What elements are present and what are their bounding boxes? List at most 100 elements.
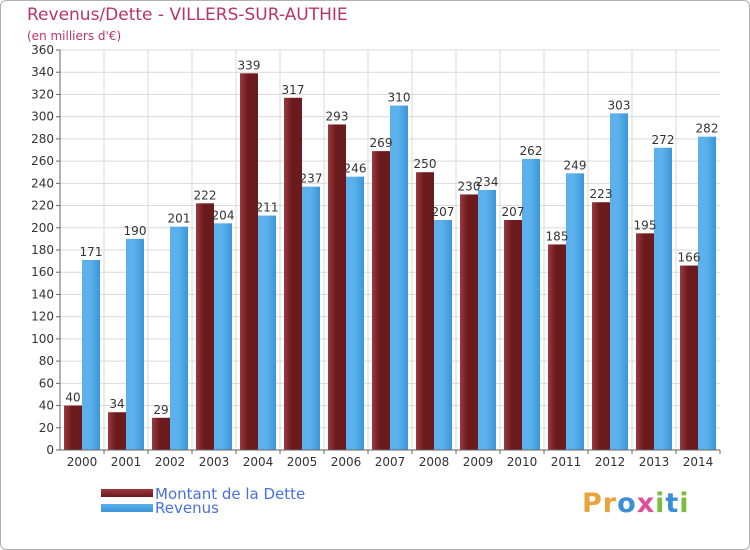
bar-debt-2006 (328, 124, 346, 450)
bar-revenue-2013 (654, 147, 672, 450)
bar-revenue-2001 (126, 238, 144, 450)
data-label-revenue-2002: 201 (168, 212, 191, 226)
bar-debt-2013 (636, 233, 654, 450)
bar-debt-2000 (64, 405, 82, 450)
x-tick-label: 2009 (463, 455, 494, 469)
logo-letter: i (679, 488, 690, 519)
data-label-debt-2006: 293 (326, 109, 349, 123)
data-label-debt-2004: 339 (238, 58, 261, 72)
data-label-revenue-2010: 262 (520, 144, 543, 158)
bar-debt-2001 (108, 412, 126, 450)
y-tick-label: 200 (31, 221, 54, 235)
x-tick-label: 2014 (683, 455, 714, 469)
bar-revenue-2010 (522, 158, 540, 450)
data-label-revenue-2014: 282 (696, 122, 719, 136)
bar-revenue-2006 (346, 176, 364, 450)
bar-debt-2012 (592, 202, 610, 450)
data-label-revenue-2007: 310 (388, 91, 411, 105)
bar-debt-2002 (152, 417, 170, 450)
data-label-debt-2012: 223 (590, 187, 613, 201)
logo-letter: i (655, 488, 666, 519)
y-tick-label: 340 (31, 65, 54, 79)
y-tick-label: 220 (31, 199, 54, 213)
y-tick-label: 80 (39, 354, 54, 368)
x-tick-label: 2011 (551, 455, 582, 469)
data-label-revenue-2009: 234 (476, 175, 499, 189)
data-label-revenue-2012: 303 (608, 98, 631, 112)
y-tick-label: 20 (39, 421, 54, 435)
bar-debt-2010 (504, 220, 522, 450)
x-tick-label: 2003 (199, 455, 230, 469)
data-label-revenue-2005: 237 (300, 172, 323, 186)
bar-revenue-2005 (302, 186, 320, 450)
y-tick-label: 0 (46, 443, 54, 457)
bar-debt-2005 (284, 97, 302, 451)
data-label-revenue-2000: 171 (80, 245, 103, 259)
y-tick-label: 360 (31, 43, 54, 57)
y-tick-label: 140 (31, 287, 54, 301)
data-label-debt-2008: 250 (414, 157, 437, 171)
data-label-revenue-2008: 207 (432, 205, 455, 219)
legend-revenue-label: Revenus (155, 499, 219, 517)
data-label-revenue-2001: 190 (124, 224, 147, 238)
x-tick-label: 2007 (375, 455, 406, 469)
x-tick-label: 2001 (111, 455, 142, 469)
legend-debt-swatch (101, 489, 153, 497)
data-label-debt-2000: 40 (65, 391, 80, 405)
logo-letter: r (602, 488, 618, 519)
data-label-debt-2014: 166 (678, 251, 701, 265)
logo-letter: o (617, 488, 637, 519)
data-label-revenue-2006: 246 (344, 162, 367, 176)
bar-revenue-2011 (566, 173, 584, 451)
logo-letter: t (665, 488, 680, 519)
logo-letter: x (636, 488, 656, 519)
bar-revenue-2014 (698, 136, 716, 450)
bar-revenue-2009 (478, 190, 496, 450)
data-label-debt-2005: 317 (282, 83, 305, 97)
bar-debt-2004 (240, 73, 258, 450)
y-tick-label: 160 (31, 265, 54, 279)
bar-revenue-2000 (82, 260, 100, 450)
y-tick-label: 40 (39, 399, 54, 413)
data-label-debt-2007: 269 (370, 136, 393, 150)
data-label-revenue-2013: 272 (652, 133, 675, 147)
bar-debt-2011 (548, 244, 566, 450)
bar-debt-2003 (196, 203, 214, 450)
x-tick-label: 2006 (331, 455, 362, 469)
x-tick-label: 2013 (639, 455, 670, 469)
chart-title: Revenus/Dette - VILLERS-SUR-AUTHIE (27, 5, 348, 25)
data-label-debt-2003: 222 (194, 188, 217, 202)
x-tick-label: 2004 (243, 455, 274, 469)
bar-revenue-2012 (610, 113, 628, 450)
y-tick-label: 260 (31, 154, 54, 168)
x-tick-label: 2005 (287, 455, 318, 469)
bar-debt-2014 (680, 265, 698, 450)
chart-subtitle: (en milliers d'€) (27, 29, 122, 43)
data-label-debt-2001: 34 (109, 397, 124, 411)
data-label-debt-2009: 230 (458, 179, 481, 193)
bar-debt-2009 (460, 194, 478, 450)
bar-revenue-2004 (258, 215, 276, 450)
data-label-revenue-2004: 211 (256, 201, 279, 215)
data-label-debt-2013: 195 (634, 218, 657, 232)
bar-revenue-2003 (214, 223, 232, 450)
y-tick-label: 320 (31, 87, 54, 101)
y-tick-label: 60 (39, 376, 54, 390)
bar-debt-2007 (372, 151, 390, 450)
logo-letter: P (582, 488, 603, 519)
x-tick-label: 2010 (507, 455, 538, 469)
x-tick-label: 2000 (67, 455, 98, 469)
bar-revenue-2008 (434, 220, 452, 450)
data-label-revenue-2011: 249 (564, 158, 587, 172)
x-tick-label: 2008 (419, 455, 450, 469)
y-tick-label: 300 (31, 110, 54, 124)
data-label-debt-2011: 185 (546, 229, 569, 243)
legend-debt-label: Montant de la Dette (155, 485, 306, 503)
y-tick-label: 180 (31, 243, 54, 257)
y-tick-label: 120 (31, 310, 54, 324)
y-tick-label: 240 (31, 176, 54, 190)
proxiti-logo: Proxiti (582, 488, 690, 519)
data-label-revenue-2003: 204 (212, 208, 235, 222)
bar-debt-2008 (416, 172, 434, 450)
